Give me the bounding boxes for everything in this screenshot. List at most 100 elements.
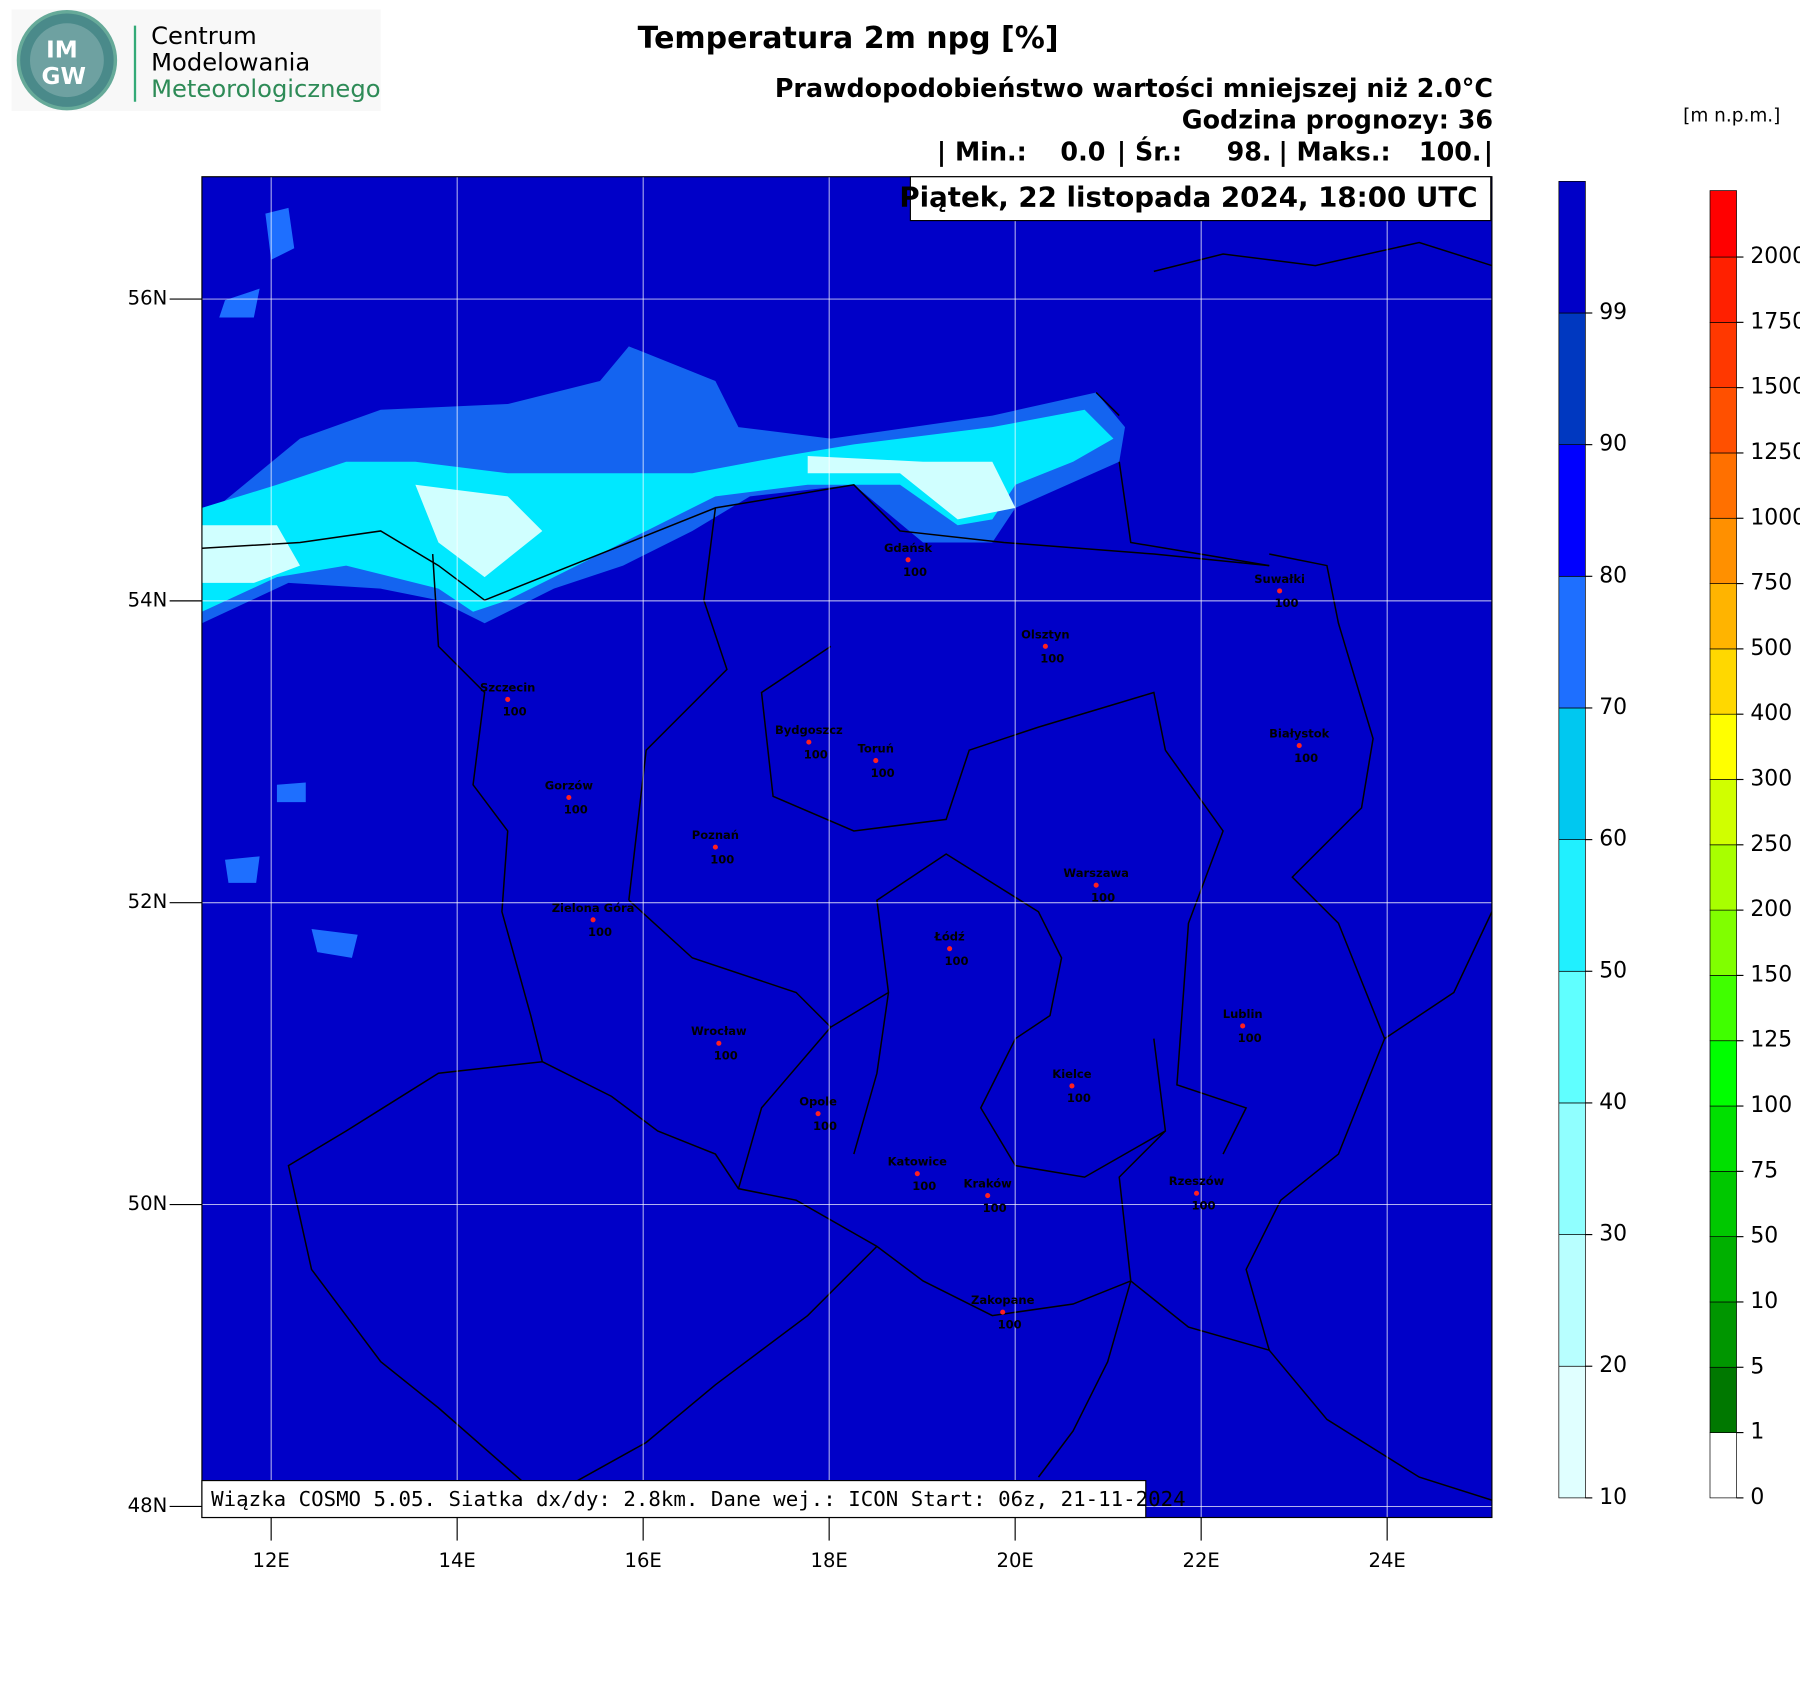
city-marker (815, 1111, 821, 1117)
lon-label: 12E (252, 1549, 289, 1572)
logo-im: IM (46, 37, 78, 63)
lon-label: 16E (624, 1549, 661, 1572)
lat-label: 50N (128, 1192, 168, 1215)
city-marker (947, 946, 953, 952)
logo-line: Centrum (151, 22, 257, 50)
province-border (628, 507, 1248, 1282)
city-marker (590, 917, 596, 923)
legend-swatch (1709, 517, 1737, 584)
legend-label: 80 (1599, 563, 1627, 588)
city-name: Zakopane (971, 1293, 1035, 1307)
city-marker (1277, 588, 1283, 594)
city-marker (712, 844, 718, 850)
legend-swatch (1709, 975, 1737, 1042)
city-marker (1093, 882, 1099, 888)
map-background (201, 176, 1492, 1518)
legend-swatch (1709, 256, 1737, 323)
city-value: 100 (945, 954, 969, 968)
city-marker (806, 739, 812, 745)
legend-swatch (1558, 1365, 1586, 1499)
city-value: 100 (1067, 1091, 1091, 1105)
stat: | (1484, 137, 1493, 167)
city-marker (505, 696, 511, 702)
city-name: Zielona Góra (552, 901, 635, 915)
city-name: Bydgoszcz (775, 723, 843, 737)
city-name: Szczecin (480, 680, 535, 694)
stat: | Śr.: (1117, 137, 1182, 167)
legend-label: 100 (1750, 1093, 1792, 1118)
legend-swatch (1709, 1236, 1737, 1303)
legend-swatch (1709, 322, 1737, 389)
city-marker (1296, 743, 1302, 749)
legend-swatch (1709, 648, 1737, 715)
logo-line: Modelowania (151, 49, 310, 77)
elevation-unit: [m n.p.m.] (1683, 106, 1780, 127)
legend-label: 70 (1599, 695, 1627, 720)
legend-label: 75 (1750, 1158, 1778, 1183)
legend-label: 500 (1750, 636, 1792, 661)
legend-label: 750 (1750, 571, 1792, 596)
legend-label: 60 (1599, 827, 1627, 852)
lat-label: 48N (128, 1494, 168, 1517)
city-marker (1194, 1190, 1200, 1196)
city-value: 100 (903, 565, 927, 579)
city-name: Suwałki (1254, 572, 1305, 586)
city-value: 100 (564, 803, 588, 817)
city-name: Warszawa (1063, 866, 1128, 880)
city-name: Olsztyn (1021, 627, 1070, 641)
city-name: Gorzów (545, 778, 594, 792)
legend-label: 2000 (1750, 244, 1800, 269)
lon-label: 24E (1368, 1549, 1405, 1572)
field-patches (219, 207, 358, 958)
legend-swatch (1558, 839, 1586, 972)
city-marker (873, 758, 879, 764)
city-value: 100 (588, 925, 612, 939)
legend-label: 1250 (1750, 440, 1800, 465)
city-value: 100 (804, 747, 828, 761)
legend-swatch (1558, 575, 1586, 709)
legend-swatch (1709, 190, 1737, 258)
lat-label: 56N (128, 287, 168, 310)
city-name: Wrocław (691, 1024, 747, 1038)
subtitle: Prawdopodobieństwo wartości mniejszej ni… (775, 73, 1493, 103)
legend-label: 1500 (1750, 375, 1800, 400)
legend-swatch (1709, 1105, 1737, 1172)
legend-swatch (1558, 444, 1586, 577)
lon-label: 18E (810, 1549, 847, 1572)
legend-label: 20 (1599, 1353, 1627, 1378)
logo-gw: GW (42, 64, 86, 90)
legend-swatch (1709, 583, 1737, 650)
grid (201, 176, 1492, 1518)
legend-swatch (1709, 779, 1737, 846)
city-name: Kraków (964, 1177, 1013, 1191)
border (287, 911, 1492, 1501)
city-value: 100 (998, 1317, 1022, 1331)
legend-swatch (1709, 387, 1737, 454)
lon-label: 20E (996, 1549, 1033, 1572)
probability-legend: 10 20 30 40 50 60 70 80 90 99 (1558, 180, 1627, 1510)
legend-label: 5 (1750, 1354, 1764, 1379)
field-10-30 (201, 455, 1016, 583)
stat: | Min.: (937, 137, 1027, 167)
city-value: 100 (714, 1048, 738, 1062)
legend-swatch (1709, 1301, 1737, 1368)
city-marker (905, 557, 911, 563)
city-value: 100 (710, 852, 734, 866)
footer-box (201, 1480, 1147, 1519)
poland-border (431, 553, 1386, 1352)
legend-swatch (1558, 312, 1586, 446)
city-marker (1000, 1309, 1006, 1315)
legend-swatch (1709, 844, 1737, 911)
legend-swatch (1709, 1432, 1737, 1499)
legend-label: 99 (1599, 300, 1627, 325)
city-marker (1240, 1023, 1246, 1029)
title: Temperatura 2m npg [%] (638, 21, 1059, 56)
lon-label: 22E (1182, 1549, 1219, 1572)
legend-label: 200 (1750, 897, 1792, 922)
logo-line: Meteorologicznego (151, 75, 380, 103)
legend-label: 0 (1750, 1485, 1764, 1510)
city-name: Gdańsk (884, 541, 933, 555)
city-name: Kielce (1052, 1067, 1091, 1081)
city-value: 100 (983, 1201, 1007, 1215)
stat: | Maks.: (1278, 137, 1390, 167)
